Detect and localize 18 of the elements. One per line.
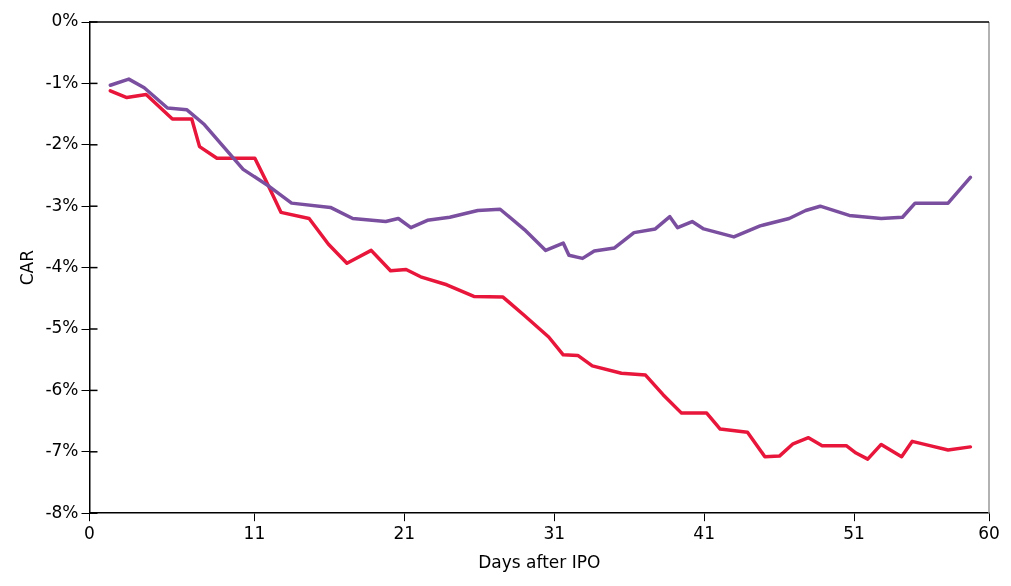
y-tick-label: -5% (45, 317, 79, 338)
x-tick-label: 21 (393, 522, 416, 543)
y-axis-title: CAR (16, 249, 37, 286)
x-tick-label: 60 (978, 522, 1000, 543)
y-tick-label: -6% (45, 378, 79, 399)
x-tick-label: 41 (693, 522, 715, 543)
y-tick-label: -3% (45, 194, 79, 215)
x-axis-title: Days after IPO (478, 552, 601, 573)
y-tick-label: -1% (45, 71, 79, 92)
y-tick-label: -8% (45, 501, 79, 522)
x-tick-label: 51 (843, 522, 865, 543)
x-tick-label: 11 (243, 522, 266, 543)
x-tick-label: 31 (543, 522, 566, 543)
x-tick-label: 0 (84, 522, 95, 543)
y-tick-label: 0% (51, 10, 79, 31)
y-tick-label: -7% (45, 440, 79, 461)
y-tick-label: -4% (45, 256, 79, 277)
y-tick-label: -2% (45, 133, 79, 154)
